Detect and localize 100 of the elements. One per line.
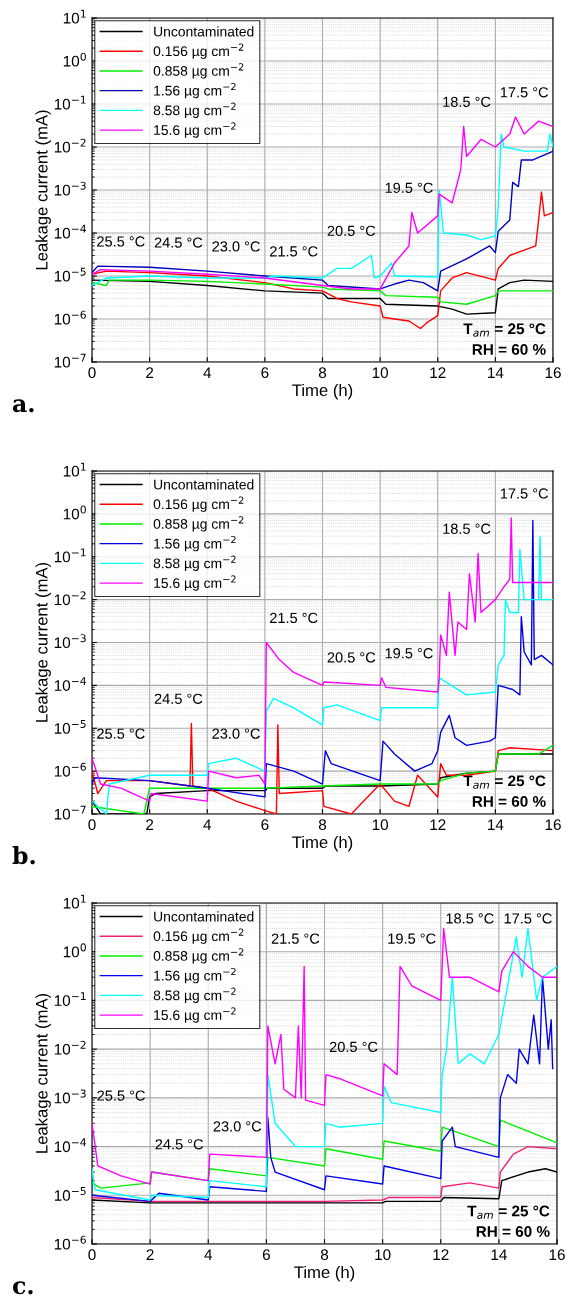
legend-label: 0.858 µg cm$^{−2}$ xyxy=(153,516,244,532)
annotation: 18.5 °C xyxy=(446,913,494,924)
y-tick-label: 10$^{−4}$ xyxy=(54,677,86,691)
annotation: 18.5 °C xyxy=(443,96,491,107)
legend-label: 8.58 µg cm$^{−2}$ xyxy=(153,555,236,572)
x-tick-label: 12 xyxy=(430,367,446,378)
x-tick-label: 14 xyxy=(488,819,504,830)
x-tick-label: 6 xyxy=(262,1249,270,1261)
x-tick-label: 16 xyxy=(545,819,561,831)
y-tick-label: 10$^{0}$ xyxy=(63,505,86,520)
x-axis-title: Time (h) xyxy=(292,383,353,400)
legend-label: 8.58 µg cm$^{−2}$ xyxy=(153,987,236,1004)
annotation: 17.5 °C xyxy=(500,488,549,499)
annotation: 25.5 °C xyxy=(97,1090,145,1101)
x-tick-label: 6 xyxy=(261,819,269,831)
annotation: 24.5 °C xyxy=(154,237,203,248)
x-tick-label: 8 xyxy=(318,819,327,831)
text: b. xyxy=(12,846,35,865)
x-axis-title: Time (h) xyxy=(292,835,353,852)
y-tick-label: 10$^{−7}$ xyxy=(54,353,86,368)
annotation: 24.5 °C xyxy=(154,693,203,704)
annotation: RH = 60 % xyxy=(472,796,546,807)
x-tick-label: 2 xyxy=(146,819,154,830)
legend-label: Uncontaminated xyxy=(154,911,254,922)
legend-label: 0.156 µg cm$^{−2}$ xyxy=(153,928,244,944)
x-tick-label: 8 xyxy=(318,367,327,379)
y-axis-title: Leakage current (mA) xyxy=(35,110,51,270)
y-tick-label: 10$^{−2}$ xyxy=(54,1040,86,1055)
annotation: 21.5 °C xyxy=(270,612,318,624)
annotation: 23.0 °C xyxy=(213,1121,262,1132)
x-tick-label: 8 xyxy=(320,1249,329,1261)
annotation: 19.5 °C xyxy=(385,182,433,193)
y-tick-label: 10$^{−6}$ xyxy=(54,310,86,325)
y-tick-label: 10$^{−4}$ xyxy=(54,1138,86,1153)
y-axis-title: Leakage current (mA) xyxy=(35,562,51,722)
legend-label: Uncontaminated xyxy=(154,26,254,37)
y-tick-label: 10$^{−7}$ xyxy=(54,805,86,820)
y-tick-label: 10$^{−5}$ xyxy=(54,720,86,734)
annotation: 18.5 °C xyxy=(443,523,491,534)
x-tick-label: 2 xyxy=(146,1249,154,1260)
legend-label: 0.156 µg cm$^{−2}$ xyxy=(153,496,244,512)
y-tick-label: 10$^{1}$ xyxy=(63,894,86,909)
annotation: RH = 60 % xyxy=(476,1226,550,1237)
y-tick-label: 10$^{−5}$ xyxy=(54,267,86,282)
x-tick-label: 0 xyxy=(88,367,96,379)
text: c. xyxy=(12,1281,33,1295)
y-tick-label: 10$^{−2}$ xyxy=(54,591,86,606)
y-tick-label: 10$^{−6}$ xyxy=(54,762,86,777)
x-tick-label: 0 xyxy=(88,1249,96,1261)
legend-label: 1.56 µg cm$^{−2}$ xyxy=(154,967,236,984)
x-axis-title: Time (h) xyxy=(294,1265,355,1282)
x-tick-label: 4 xyxy=(203,819,212,830)
y-tick-label: 10$^{1}$ xyxy=(63,462,86,477)
y-tick-label: 10$^{−4}$ xyxy=(54,224,86,239)
y-tick-label: 10$^{−2}$ xyxy=(54,138,86,153)
legend-label: 1.56 µg cm$^{−2}$ xyxy=(154,82,236,99)
legend-label: 15.6 µg cm$^{−2}$ xyxy=(154,575,236,591)
annotation: 20.5 °C xyxy=(327,652,376,663)
x-tick-label: 14 xyxy=(488,367,504,378)
x-tick-label: 16 xyxy=(549,1249,565,1261)
annotation: 20.5 °C xyxy=(329,1041,378,1053)
x-tick-label: 12 xyxy=(433,1249,449,1260)
legend-label: 15.6 µg cm$^{−2}$ xyxy=(154,122,236,138)
annotation: RH = 60 % xyxy=(472,344,546,355)
x-tick-label: 6 xyxy=(261,367,269,379)
y-tick-label: 10$^{−6}$ xyxy=(54,1235,86,1250)
x-tick-label: 2 xyxy=(146,367,154,378)
annotation: 25.5 °C xyxy=(97,728,145,739)
x-tick-label: 0 xyxy=(88,819,96,831)
legend-label: 0.858 µg cm$^{−2}$ xyxy=(153,63,244,79)
y-tick-label: 10$^{−1}$ xyxy=(54,992,86,1007)
x-tick-label: 16 xyxy=(545,367,561,379)
annotation: T$_{am}$ = 25 °C xyxy=(467,1205,550,1219)
x-tick-label: 14 xyxy=(491,1249,507,1260)
y-tick-label: 10$^{0}$ xyxy=(63,943,86,958)
annotation: 23.0 °C xyxy=(212,241,260,252)
y-tick-label: 10$^{0}$ xyxy=(63,52,86,67)
annotation: T$_{am}$ = 25 °C xyxy=(463,323,546,337)
line-series xyxy=(92,279,553,305)
annotation: 21.5 °C xyxy=(271,933,320,944)
y-axis-title: Leakage current (mA) xyxy=(35,993,51,1153)
x-tick-label: 4 xyxy=(203,367,212,378)
y-tick-label: 10$^{−3}$ xyxy=(54,181,86,196)
y-tick-label: 10$^{−3}$ xyxy=(54,634,86,649)
x-tick-label: 10 xyxy=(372,367,389,379)
text: a. xyxy=(12,399,34,413)
annotation: 21.5 °C xyxy=(270,246,318,257)
legend-label: 8.58 µg cm$^{−2}$ xyxy=(153,102,236,119)
x-tick-label: 4 xyxy=(204,1249,213,1260)
annotation: 17.5 °C xyxy=(504,913,552,924)
x-tick-label: 10 xyxy=(372,819,389,831)
annotation: 24.5 °C xyxy=(155,1139,204,1150)
legend-label: 0.858 µg cm$^{−2}$ xyxy=(153,948,244,964)
legend-label: 15.6 µg cm$^{−2}$ xyxy=(154,1007,236,1023)
annotation: 19.5 °C xyxy=(388,933,436,944)
annotation: 19.5 °C xyxy=(385,648,433,659)
annotation: 25.5 °C xyxy=(97,236,145,247)
x-tick-label: 10 xyxy=(375,1249,391,1261)
y-tick-label: 10$^{−3}$ xyxy=(54,1089,86,1104)
legend-label: 1.56 µg cm$^{−2}$ xyxy=(154,535,236,552)
